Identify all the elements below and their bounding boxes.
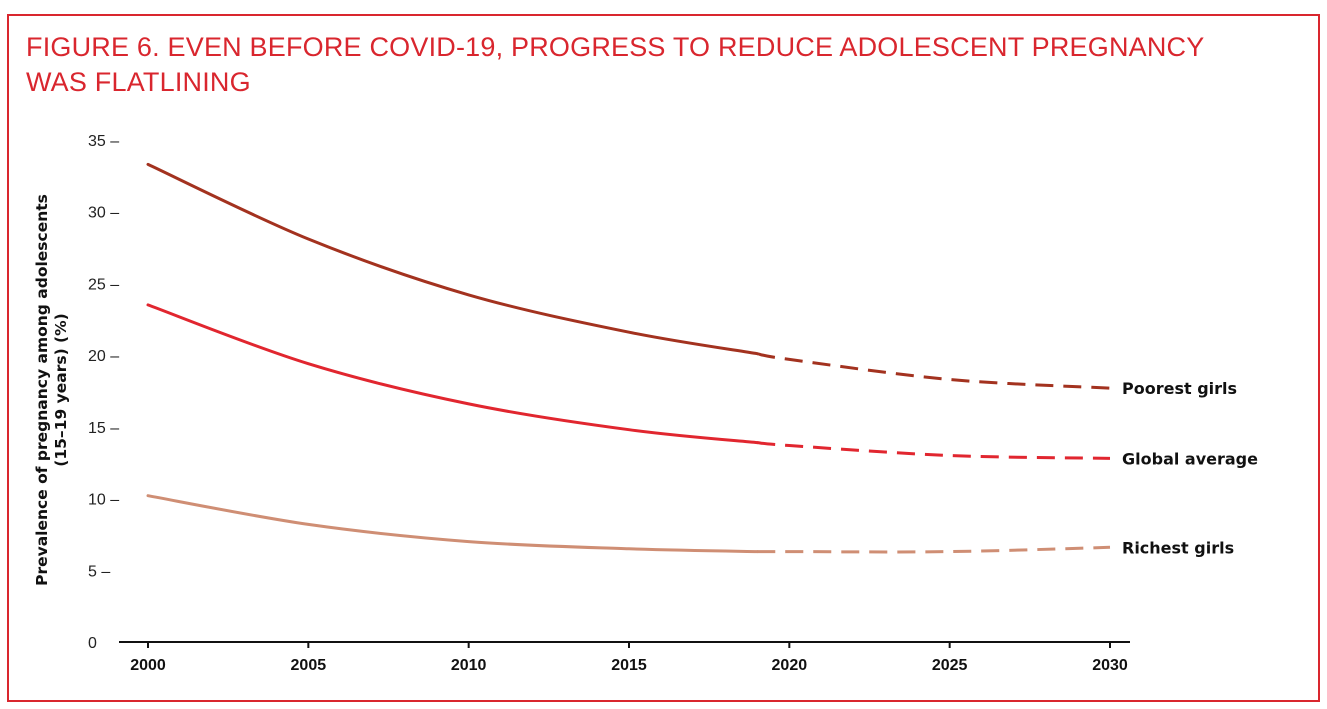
y-tick-label: 5 –: [88, 563, 110, 580]
x-tick-label: 2025: [932, 657, 968, 674]
x-tick-label: 2020: [772, 657, 808, 674]
y-tick-label: 0: [88, 635, 97, 652]
y-tick-label: 15 –: [88, 420, 119, 437]
line-observed-richest-girls: [146, 494, 759, 554]
x-tick-label: 2000: [130, 657, 166, 674]
y-axis-title-line-1: Prevalence of pregnancy among adolescent…: [33, 194, 51, 586]
figure-title: FIGURE 6. EVEN BEFORE COVID-19, PROGRESS…: [26, 32, 1204, 97]
line-observed-poorest-girls: [146, 162, 759, 356]
line-projected-global-average: [757, 441, 1111, 460]
y-axis-ticks: 0 5 – 10 – 15 – 20 – 25 – 30 – 35 –: [88, 133, 119, 652]
line-observed-global-average: [146, 303, 759, 445]
series-label-poorest-girls: Poorest girls: [1122, 379, 1237, 398]
y-tick-label: 30 –: [88, 205, 119, 222]
series-labels: Poorest girls Global average Richest girls: [1122, 379, 1258, 557]
series-label-global-average: Global average: [1122, 449, 1258, 468]
y-axis-title-line-2: (15–19 years) (%): [52, 313, 70, 467]
figure-frame: [7, 14, 1320, 702]
line-projected-poorest-girls: [756, 352, 1111, 390]
y-tick-label: 10 –: [88, 492, 119, 509]
x-tick-label: 2015: [611, 657, 647, 674]
line-projected-richest-girls: [757, 545, 1111, 554]
y-axis-label: Prevalence of pregnancy among adolescent…: [33, 194, 70, 586]
x-tick-label: 2005: [291, 657, 327, 674]
y-tick-label: 35 –: [88, 133, 119, 150]
x-axis: 2000 2005 2010 2015 2020 2025 2030: [119, 641, 1130, 674]
series-label-richest-girls: Richest girls: [1122, 538, 1234, 557]
x-tick-label: 2030: [1092, 657, 1128, 674]
x-tick-label: 2010: [451, 657, 487, 674]
y-tick-label: 20 –: [88, 348, 119, 365]
series-lines: [146, 162, 1111, 554]
y-tick-label: 25 –: [88, 276, 119, 293]
